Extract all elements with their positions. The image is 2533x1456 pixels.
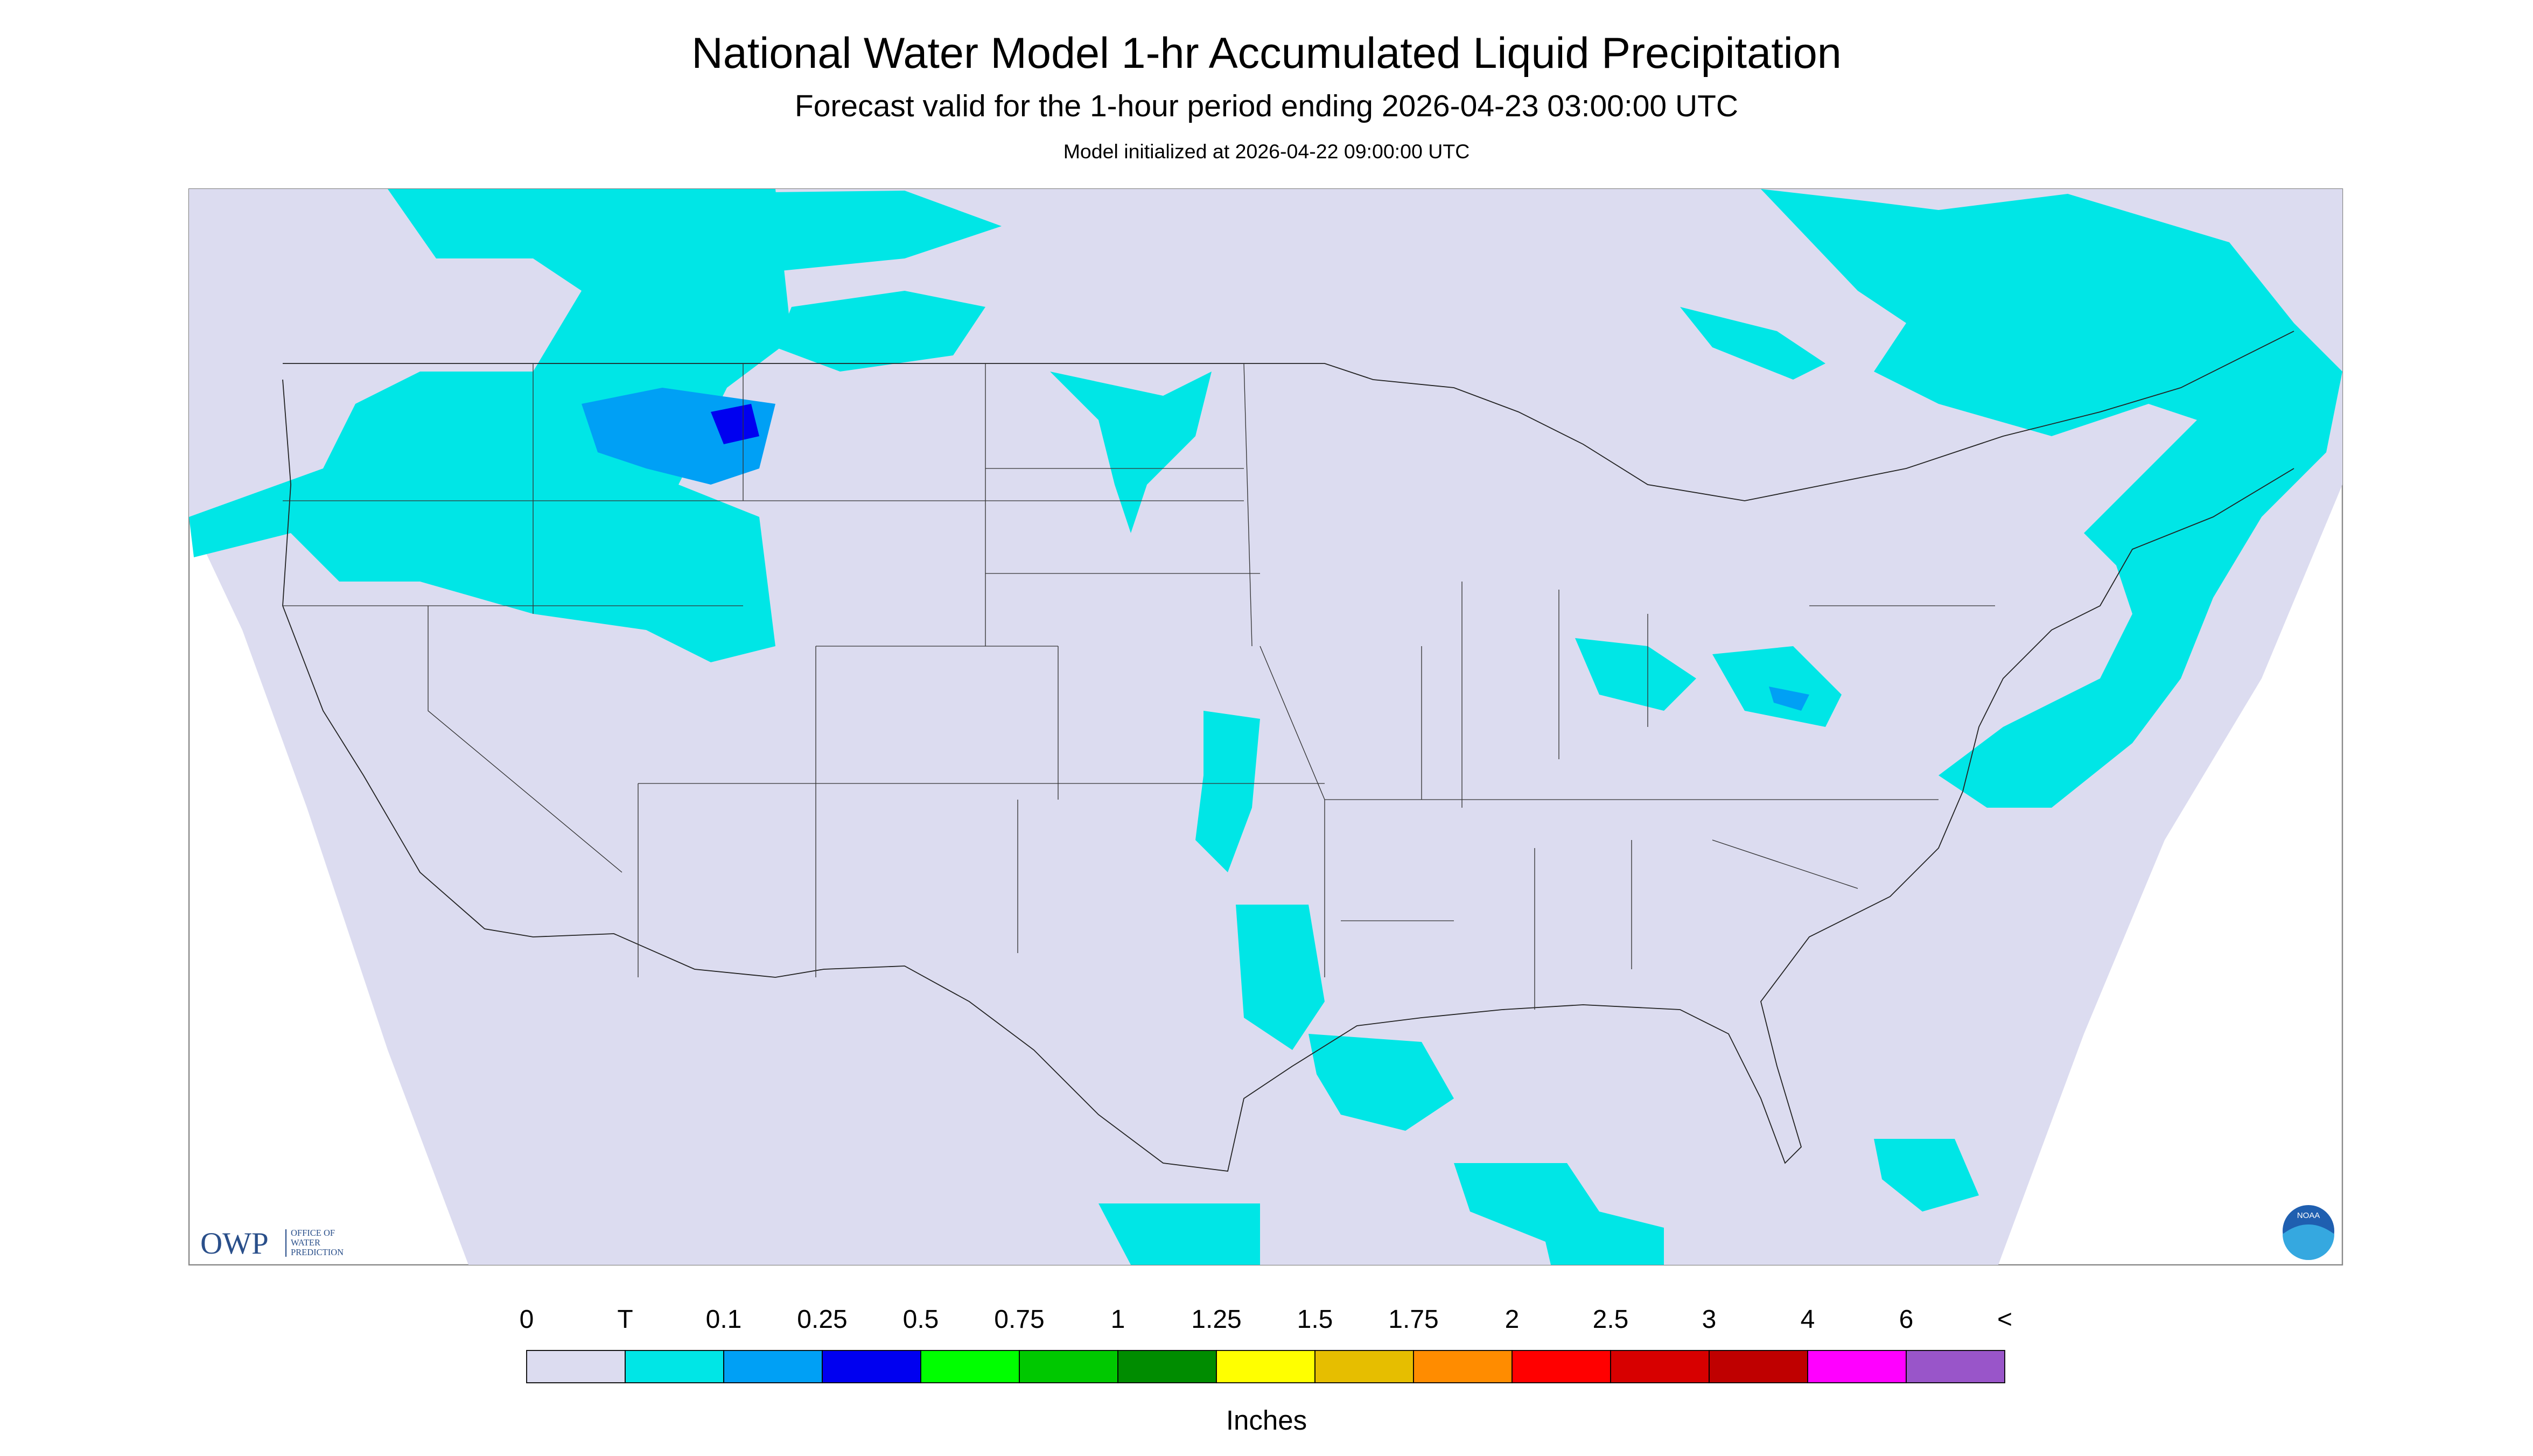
rain-idaho-heavy [711,404,759,445]
rain-gulf [1309,1034,1454,1131]
map-panel: OWP OFFICE OF WATER PREDICTION NOAA [188,188,2343,1266]
rain-bahamas [1874,1139,1979,1212]
rain-northwest [189,189,792,663]
colorbar-swatch [1413,1350,1513,1383]
colorbar-swatch [822,1350,921,1383]
colorbar-unit: Inches [1226,1405,1307,1436]
rain-kansas [1195,711,1260,873]
colorbar-label: 6 [1899,1305,1914,1334]
colorbar-swatch [1610,1350,1710,1383]
title: National Water Model 1-hr Accumulated Li… [691,29,1842,78]
colorbar-label: 0.1 [706,1305,742,1334]
colorbar-swatch [1314,1350,1414,1383]
init-note: Model initialized at 2026-04-22 09:00:00… [1063,140,1470,163]
owp-logo: OWP [200,1227,269,1261]
colorbar-swatch [1019,1350,1118,1383]
colorbar-swatch [526,1350,626,1383]
colorbar-swatch [723,1350,823,1383]
rain-ontario [1680,307,1825,380]
rain-montana [775,291,985,372]
owp-line: WATER [291,1237,320,1248]
colorbar-swatch [920,1350,1020,1383]
rain-wv-moderate [1769,687,1809,711]
colorbar-label: 1 [1111,1305,1125,1334]
state-lines [283,363,1995,1010]
noaa-text: NOAA [2297,1211,2320,1220]
colorbar-label: 1.25 [1191,1305,1241,1334]
canada-border [283,331,2294,501]
colorbar-label: 0.5 [903,1305,939,1334]
colorbar-label: 3 [1702,1305,1717,1334]
rain-canada-west [630,191,1002,275]
colorbar-swatch [625,1350,724,1383]
noaa-wave [2283,1224,2334,1261]
colorbar-swatch [1709,1350,1808,1383]
colorbar-label: 1.5 [1297,1305,1333,1334]
colorbar-label: 2 [1505,1305,1520,1334]
rain-gulf-bottom [1535,1195,1664,1265]
owp-line: PREDICTION [291,1247,344,1257]
owp-line: OFFICE OF [291,1228,335,1238]
colorbar-label: 0 [520,1305,534,1334]
rain-indiana [1575,638,1696,711]
colorbar-swatch [1906,1350,2005,1383]
coastline [282,379,2294,1172]
rain-texas [1236,905,1325,1051]
colorbar-swatch [1216,1350,1316,1383]
colorbar-label: T [617,1305,633,1334]
geography [282,331,2294,1172]
colorbar-label: < [1997,1305,2012,1334]
rain-northeast [1761,189,2342,808]
colorbar-swatch [1807,1350,1907,1383]
colorbar-label: 4 [1801,1305,1815,1334]
colorbar-label: 0.75 [994,1305,1044,1334]
colorbar-label: 0.25 [797,1305,847,1334]
colorbar-swatch [1117,1350,1217,1383]
rain-ohio-valley [1712,646,1842,727]
rain-dakotas [1050,372,1212,534]
colorbar-swatch [1512,1350,1611,1383]
subtitle: Forecast valid for the 1-hour period end… [795,89,1738,123]
colorbar: 0 T 0.1 0.25 0.5 0.75 1 1.25 1.5 1.75 2 2.5 3 4 6 < [520,1305,2012,1383]
colorbar-label: 2.5 [1593,1305,1629,1334]
colorbar-label: 1.75 [1388,1305,1438,1334]
precip-areas [189,189,2342,1265]
rain-mexico [1098,1203,1260,1265]
